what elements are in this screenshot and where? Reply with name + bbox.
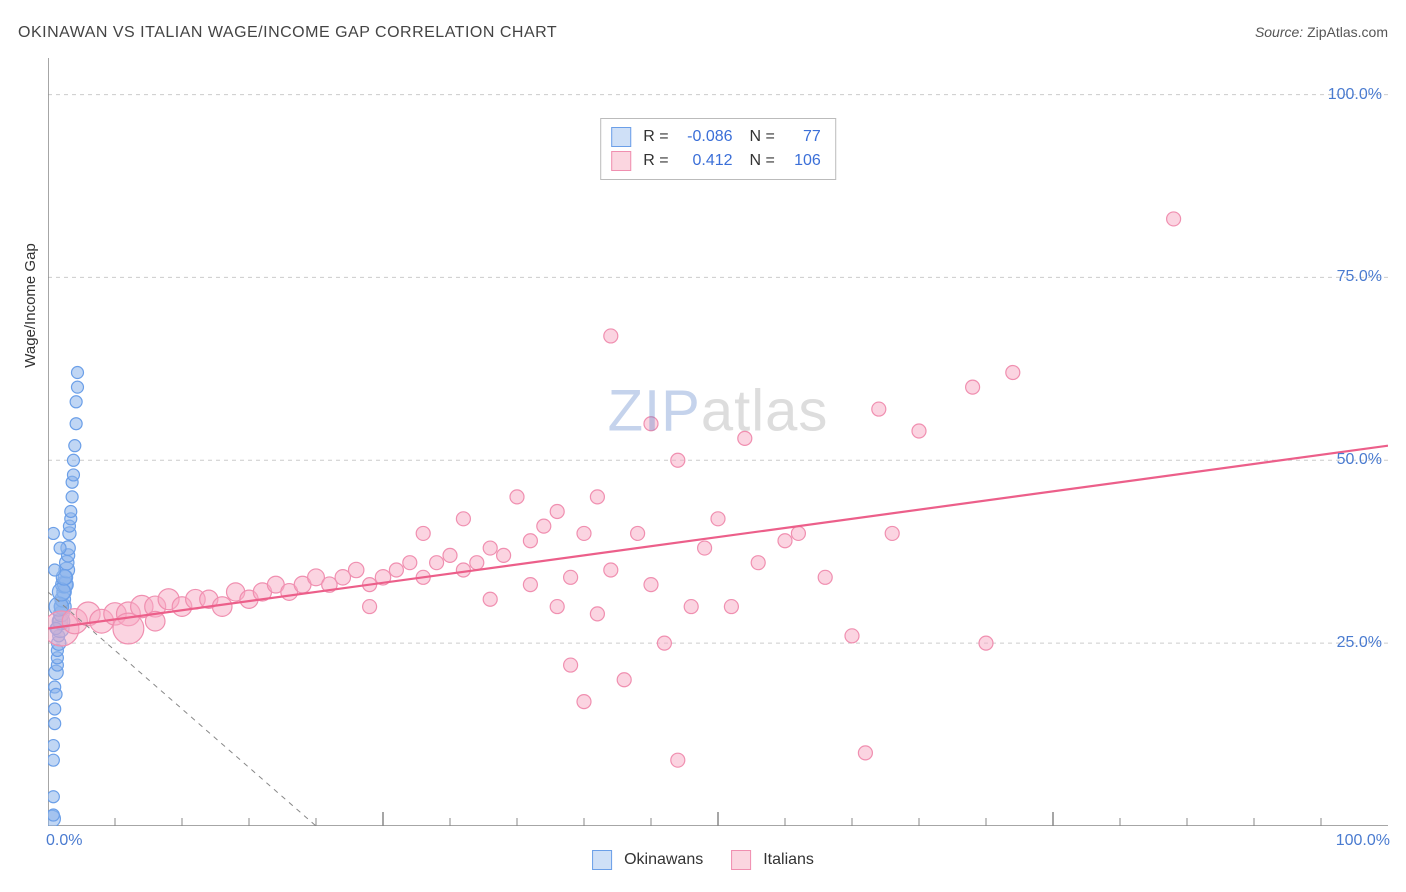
stats-row: R = -0.086 N = 77: [611, 125, 821, 149]
stat-n-value: 77: [783, 125, 821, 149]
legend-label: Italians: [763, 851, 814, 869]
legend-item: Okinawans: [592, 850, 703, 870]
stats-row: R = 0.412 N = 106: [611, 149, 821, 173]
legend-swatch: [592, 850, 612, 870]
stats-box: R = -0.086 N = 77 R = 0.412 N = 106: [600, 118, 836, 180]
y-axis-label: Wage/Income Gap: [22, 243, 39, 368]
stat-n-label: N =: [741, 149, 775, 173]
stat-r-value: 0.412: [677, 149, 733, 173]
source-label: Source:: [1255, 24, 1303, 40]
y-tick-label: 25.0%: [1337, 634, 1382, 652]
chart-title: OKINAWAN VS ITALIAN WAGE/INCOME GAP CORR…: [18, 24, 557, 42]
stat-r-value: -0.086: [677, 125, 733, 149]
legend-swatch: [611, 127, 631, 147]
stat-n-label: N =: [741, 125, 775, 149]
legend-label: Okinawans: [624, 851, 703, 869]
source-value: ZipAtlas.com: [1307, 24, 1388, 40]
legend-item: Italians: [731, 850, 814, 870]
x-axis-max-label: 100.0%: [1336, 832, 1390, 850]
chart-header: OKINAWAN VS ITALIAN WAGE/INCOME GAP CORR…: [18, 24, 1388, 42]
legend-swatch: [611, 151, 631, 171]
chart-source: Source: ZipAtlas.com: [1255, 24, 1388, 40]
y-tick-label: 100.0%: [1328, 86, 1382, 104]
legend: Okinawans Italians: [592, 850, 814, 870]
y-tick-label: 50.0%: [1337, 451, 1382, 469]
stat-r-label: R =: [643, 125, 668, 149]
legend-swatch: [731, 850, 751, 870]
stat-n-value: 106: [783, 149, 821, 173]
stat-r-label: R =: [643, 149, 668, 173]
x-axis-min-label: 0.0%: [46, 832, 82, 850]
chart-area: ZIPatlas R =-0.086 N =77R =0.412 N =106 …: [48, 58, 1388, 826]
y-tick-label: 75.0%: [1337, 268, 1382, 286]
